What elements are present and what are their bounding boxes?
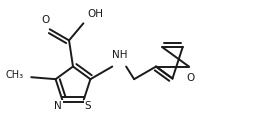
Text: OH: OH: [87, 9, 103, 19]
Text: S: S: [85, 101, 91, 111]
Text: O: O: [42, 15, 50, 25]
Text: NH: NH: [112, 50, 128, 60]
Text: CH₃: CH₃: [5, 70, 23, 80]
Text: N: N: [54, 101, 62, 111]
Text: O: O: [187, 73, 195, 83]
